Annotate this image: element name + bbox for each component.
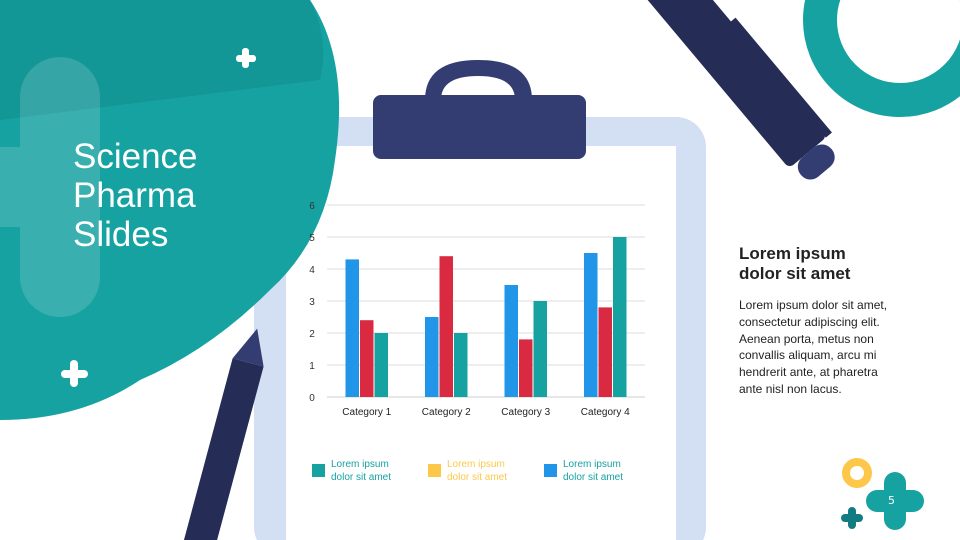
pencil-icon xyxy=(180,328,264,540)
plus-icon xyxy=(841,507,863,529)
title-line: Science xyxy=(73,137,198,176)
bar xyxy=(360,320,374,397)
cross-decoration xyxy=(20,57,100,317)
title-line: Pharma xyxy=(73,176,196,215)
legend-label: Lorem ipsum dolor sit amet xyxy=(447,459,508,483)
clipboard-clip xyxy=(373,95,586,159)
legend-swatch xyxy=(544,464,557,477)
bar xyxy=(533,301,547,397)
y-tick-label: 6 xyxy=(309,201,315,212)
legend-swatch xyxy=(428,464,441,477)
plus-icon xyxy=(866,472,924,530)
x-tick-label: Category 1 xyxy=(342,407,391,418)
bar xyxy=(425,317,439,397)
legend-item: Lorem ipsum dolor sit amet xyxy=(428,458,517,484)
right-body: Lorem ipsum dolor sit amet, consectetur … xyxy=(739,298,888,396)
right-heading: Lorem ipsum dolor sit amet xyxy=(739,244,851,283)
plus-icon xyxy=(61,48,256,387)
bar xyxy=(519,339,533,397)
y-tick-label: 1 xyxy=(309,361,315,372)
y-tick-label: 4 xyxy=(309,265,315,276)
bar xyxy=(374,333,388,397)
slide-title: Science Pharma Slides xyxy=(73,137,198,254)
bar xyxy=(345,259,359,397)
y-tick-label: 2 xyxy=(309,329,315,340)
yellow-ring xyxy=(842,458,872,488)
legend-swatch xyxy=(312,464,325,477)
bar xyxy=(613,237,627,397)
bar xyxy=(504,285,518,397)
x-tick-label: Category 4 xyxy=(581,407,630,418)
legend-item: Lorem ipsum dolor sit amet xyxy=(544,458,633,484)
pen-icon xyxy=(643,0,835,180)
title-line: Slides xyxy=(73,215,169,254)
legend-label: Lorem ipsum dolor sit amet xyxy=(563,459,624,483)
bar xyxy=(598,307,612,397)
y-tick-label: 0 xyxy=(309,393,315,404)
legend-item: Lorem ipsum dolor sit amet xyxy=(312,458,401,484)
y-tick-label: 5 xyxy=(309,233,315,244)
bar xyxy=(454,333,468,397)
x-tick-label: Category 2 xyxy=(422,407,471,418)
teal-ring xyxy=(803,0,960,117)
clip-handle xyxy=(425,60,532,100)
x-tick-label: Category 3 xyxy=(501,407,550,418)
legend-label: Lorem ipsum dolor sit amet xyxy=(331,459,392,483)
y-tick-label: 3 xyxy=(309,297,315,308)
page-number: 5 xyxy=(888,494,895,507)
bar xyxy=(584,253,598,397)
bar xyxy=(439,256,453,397)
